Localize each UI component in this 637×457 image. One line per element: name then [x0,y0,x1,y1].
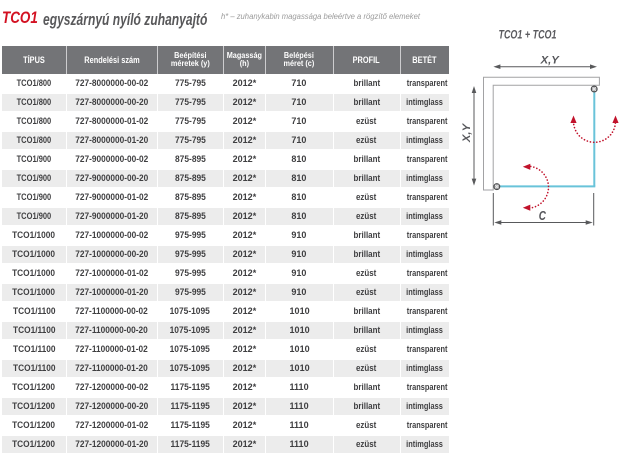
svg-text:X,Y: X,Y [461,122,473,143]
svg-text:C: C [539,210,547,223]
svg-text:TCO1 + TCO1: TCO1 + TCO1 [498,28,556,42]
svg-text:X,Y: X,Y [540,55,561,67]
